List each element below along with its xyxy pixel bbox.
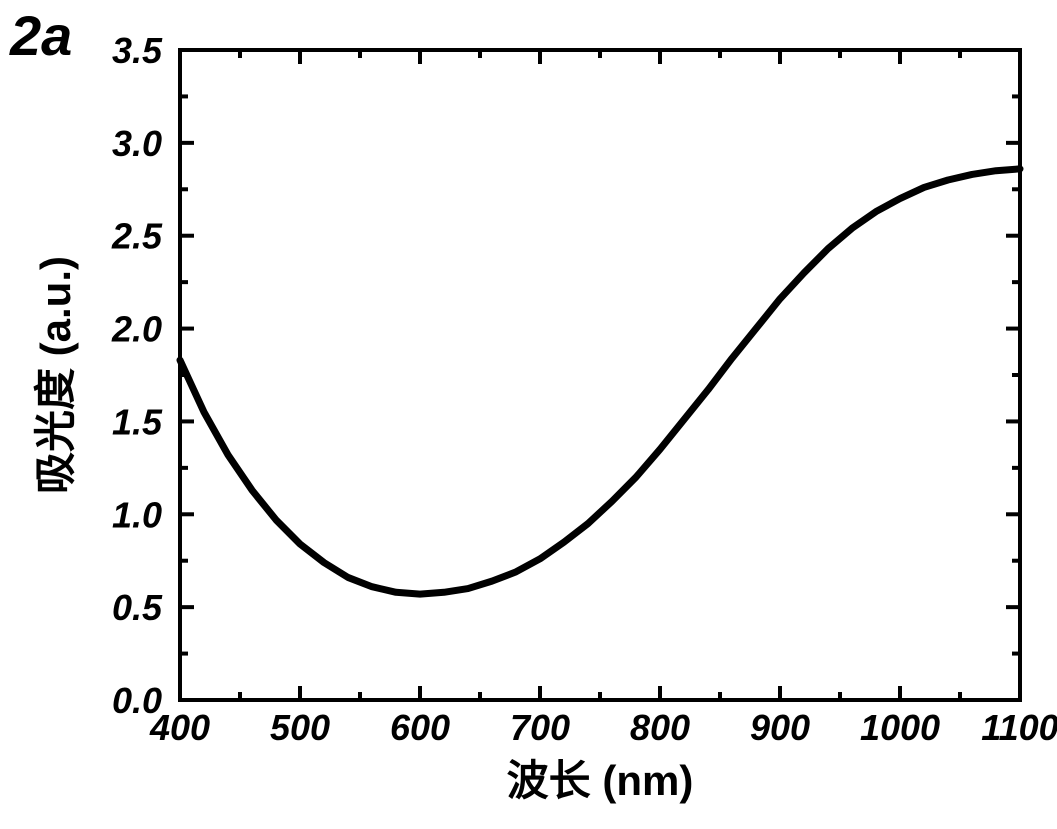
panel-label: 2a: [9, 4, 72, 67]
y-tick-label: 2.0: [111, 309, 162, 350]
absorbance-chart: 400500600700800900100011000.00.51.01.52.…: [0, 0, 1057, 829]
x-axis-label: 波长 (nm): [507, 757, 694, 804]
y-tick-label: 0.0: [112, 680, 162, 721]
y-tick-label: 3.0: [112, 123, 162, 164]
x-tick-label: 800: [630, 707, 690, 748]
x-tick-label: 700: [510, 707, 570, 748]
y-axis-label: 吸光度 (a.u.): [32, 256, 79, 494]
chart-container: 400500600700800900100011000.00.51.01.52.…: [0, 0, 1057, 829]
y-tick-label: 3.5: [112, 30, 163, 71]
y-tick-label: 1.5: [112, 401, 163, 442]
x-tick-label: 600: [390, 707, 450, 748]
y-tick-label: 1.0: [112, 494, 162, 535]
x-tick-label: 900: [750, 707, 810, 748]
x-tick-label: 1100: [981, 707, 1057, 748]
y-tick-label: 2.5: [111, 216, 163, 257]
x-tick-label: 500: [270, 707, 330, 748]
x-tick-label: 1000: [860, 707, 940, 748]
y-tick-label: 0.5: [112, 587, 163, 628]
